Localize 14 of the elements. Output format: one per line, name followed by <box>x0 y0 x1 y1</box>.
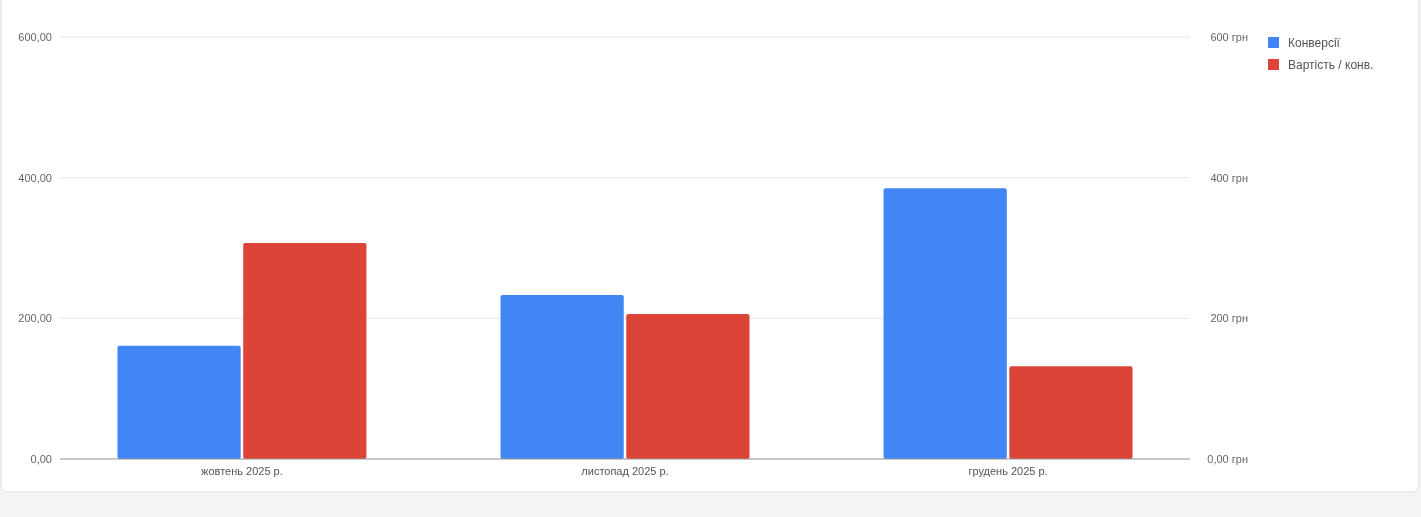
y-tick-label: 0,00 <box>30 452 52 465</box>
x-tick-label: листопад 2025 р. <box>581 465 669 477</box>
legend-label: Вартість / конв. <box>1288 57 1374 72</box>
y-tick-label: 600,00 <box>18 30 52 43</box>
x-tick-label: жовтень 2025 р. <box>201 465 283 477</box>
y2-tick-label: 200 грн <box>1210 312 1248 325</box>
y2-tick-label: 400 грн <box>1210 171 1248 184</box>
x-tick-label: грудень 2025 р. <box>968 465 1048 477</box>
legend-label: Конверсії <box>1288 35 1341 50</box>
y2-tick-label: 600 грн <box>1210 30 1248 43</box>
y2-tick-label: 0,00 грн <box>1207 452 1248 465</box>
bar <box>883 188 1007 459</box>
y-tick-label: 400,00 <box>18 171 52 184</box>
y-tick-label: 200,00 <box>18 312 52 325</box>
